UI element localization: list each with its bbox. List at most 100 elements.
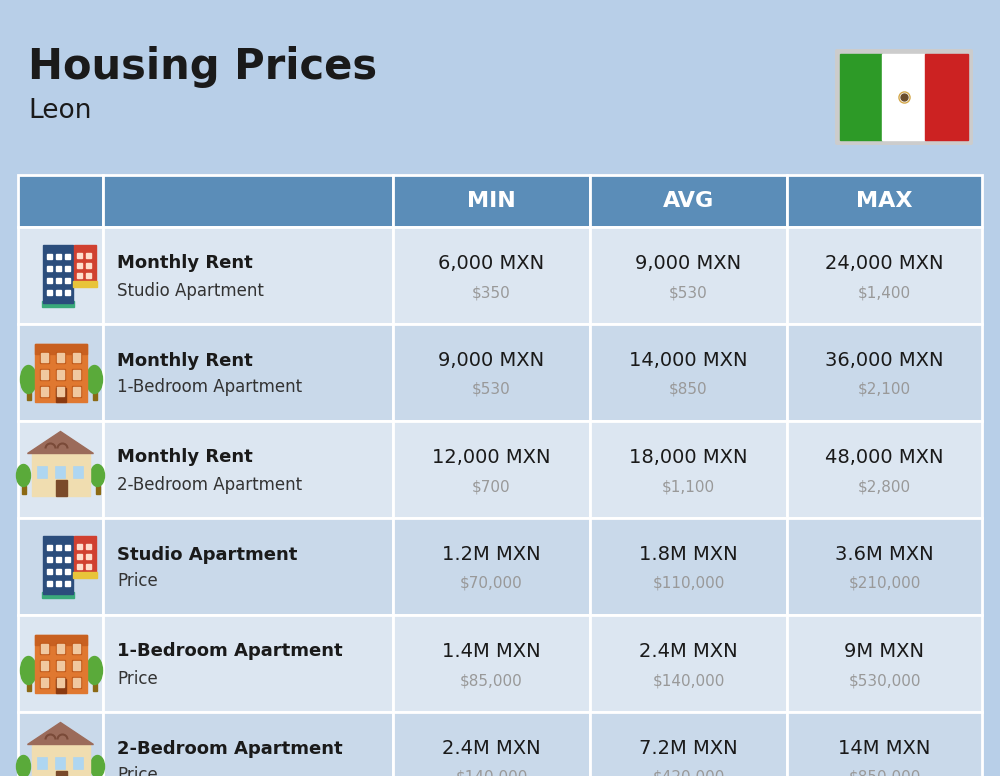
Bar [40,677,48,687]
Bar [787,324,982,421]
Text: $70,000: $70,000 [460,576,523,591]
Bar [46,569,52,573]
Bar [882,54,924,140]
Bar [86,543,90,549]
Bar [72,280,96,286]
Bar [86,272,90,278]
Bar [86,252,90,258]
Bar [40,386,48,396]
Bar [590,712,787,776]
Text: Monthly Rent: Monthly Rent [117,352,253,369]
Text: 14,000 MXN: 14,000 MXN [629,351,748,370]
Bar [56,545,60,549]
Text: $700: $700 [472,479,511,494]
Bar [56,580,60,586]
Bar [40,660,48,670]
Text: $2,100: $2,100 [858,382,911,397]
Bar [22,486,26,494]
Text: $530: $530 [472,382,511,397]
Bar [18,421,103,518]
Bar [36,466,46,477]
Text: 9M MXN: 9M MXN [844,642,924,661]
Bar [54,757,64,768]
Bar [40,352,48,362]
Ellipse shape [90,465,104,487]
Bar [64,278,70,282]
Bar [18,175,103,227]
Text: 9,000 MXN: 9,000 MXN [635,254,742,273]
Bar [56,771,66,776]
Bar [26,390,30,400]
Bar [18,518,103,615]
Bar [56,265,60,271]
Bar [72,386,80,396]
Bar [393,712,590,776]
Bar [103,421,393,518]
Text: 24,000 MXN: 24,000 MXN [825,254,944,273]
Bar [72,660,80,670]
Bar [92,390,96,400]
Bar [34,344,87,401]
Text: 2.4M MXN: 2.4M MXN [442,739,541,758]
Bar [72,352,80,362]
Bar [40,643,48,653]
Bar [56,387,66,401]
Bar [26,681,30,691]
Text: $850,000: $850,000 [848,770,921,776]
Bar [72,643,80,653]
Bar [42,244,72,303]
Text: Price: Price [117,670,158,688]
Text: $140,000: $140,000 [652,673,725,688]
Bar [86,553,90,559]
Bar [590,615,787,712]
Text: 7.2M MXN: 7.2M MXN [639,739,738,758]
Bar [42,535,72,594]
Text: $110,000: $110,000 [652,576,725,591]
Bar [72,757,82,768]
Bar [64,265,70,271]
Bar [86,563,90,569]
Text: Housing Prices: Housing Prices [28,46,377,88]
Bar [393,421,590,518]
Bar [56,677,64,687]
Bar [18,712,103,776]
Bar [590,324,787,421]
Bar [787,421,982,518]
Bar [64,580,70,586]
Text: 1.2M MXN: 1.2M MXN [442,545,541,564]
Bar [56,386,64,396]
Bar [64,556,70,562]
Bar [40,352,48,362]
Text: MIN: MIN [467,191,516,211]
Bar [42,300,74,307]
Bar [40,677,48,688]
Text: Studio Apartment: Studio Apartment [117,546,297,563]
Text: 2.4M MXN: 2.4M MXN [639,642,738,661]
Bar [393,615,590,712]
Bar [46,580,52,586]
Bar [74,244,96,282]
Bar [18,615,103,712]
Bar [590,421,787,518]
Text: $850: $850 [669,382,708,397]
Text: 1.8M MXN: 1.8M MXN [639,545,738,564]
Bar [56,386,64,397]
Polygon shape [28,431,94,453]
Bar [590,227,787,324]
Bar [72,677,80,687]
Bar [787,227,982,324]
Bar [64,289,70,295]
Bar [40,643,48,653]
Bar [32,744,90,776]
Bar [92,681,96,691]
Bar [393,324,590,421]
Bar [34,344,87,354]
Bar [103,518,393,615]
Bar [787,175,982,227]
Bar [64,254,70,258]
Bar [76,543,82,549]
Bar [36,757,46,768]
Bar [103,227,393,324]
Bar [18,227,103,324]
Text: $1,400: $1,400 [858,285,911,300]
